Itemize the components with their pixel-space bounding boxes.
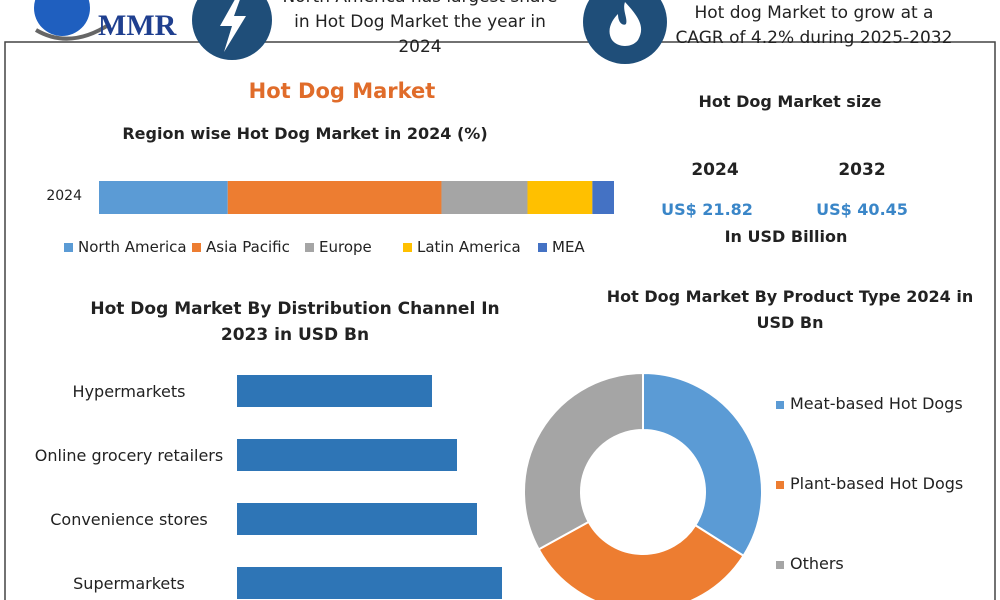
bar <box>237 375 432 407</box>
legend-swatch <box>776 401 784 409</box>
legend-swatch <box>305 243 314 252</box>
legend-swatch <box>403 243 412 252</box>
legend-label: Europe <box>319 238 372 256</box>
legend-label: Meat-based Hot Dogs <box>790 394 963 413</box>
bar <box>237 439 457 471</box>
legend-swatch <box>64 243 73 252</box>
chart-title: Hot Dog Market By Product Type 2024 in U… <box>606 287 974 332</box>
bar-segment <box>99 181 228 214</box>
donut-slice <box>537 520 745 600</box>
legend-label: Asia Pacific <box>206 238 290 256</box>
y-tick-label: Online grocery retailers <box>34 445 224 465</box>
chart-title: Region wise Hot Dog Market in 2024 (%) <box>122 124 488 143</box>
info-text: CAGR of 4.2% during 2025-2032 <box>675 28 953 48</box>
main-title: Hot Dog Market <box>248 79 436 103</box>
lightning-icon <box>220 0 246 52</box>
bar-segment <box>441 181 528 214</box>
legend-swatch <box>192 243 201 252</box>
size-title: Hot Dog Market size <box>698 92 882 111</box>
bar-segment <box>227 181 442 214</box>
logo-globe <box>34 0 90 36</box>
donut-slice <box>523 371 644 551</box>
frame <box>4 41 996 600</box>
info-text: North America has largest share <box>270 0 570 8</box>
bar-segment <box>527 181 593 214</box>
legend-label: Others <box>790 554 844 573</box>
legend-swatch <box>538 243 547 252</box>
y-tick-label: Hypermarkets <box>72 381 186 401</box>
legend-label: North America <box>78 238 187 256</box>
size-unit: In USD Billion <box>724 227 848 246</box>
donut-slice <box>642 371 763 558</box>
info-text: in Hot Dog Market the year in <box>294 12 546 32</box>
bar <box>237 567 502 599</box>
legend-swatch <box>776 481 784 489</box>
size-value: US$ 40.45 <box>816 200 908 219</box>
legend-swatch <box>776 561 784 569</box>
flame-icon <box>609 2 642 46</box>
legend-label: Latin America <box>417 238 521 256</box>
logo-swoosh <box>34 22 112 41</box>
legend-label: Plant-based Hot Dogs <box>790 474 964 493</box>
chart-title: Hot Dog Market By Distribution Channel I… <box>90 299 500 345</box>
size-value: US$ 21.82 <box>661 200 753 219</box>
bar <box>237 503 477 535</box>
y-tick-label: Convenience stores <box>50 509 208 529</box>
logo-text: MMR <box>98 9 177 42</box>
info-text: Hot dog Market to grow at a <box>694 3 934 23</box>
size-year: 2024 <box>691 160 739 180</box>
legend-label: MEA <box>552 238 585 256</box>
y-tick-label: Supermarkets <box>73 573 185 593</box>
info-text: 2024 <box>398 37 442 57</box>
size-year: 2032 <box>838 160 886 180</box>
bar-segment <box>592 181 614 214</box>
y-tick-label: 2024 <box>46 188 82 204</box>
